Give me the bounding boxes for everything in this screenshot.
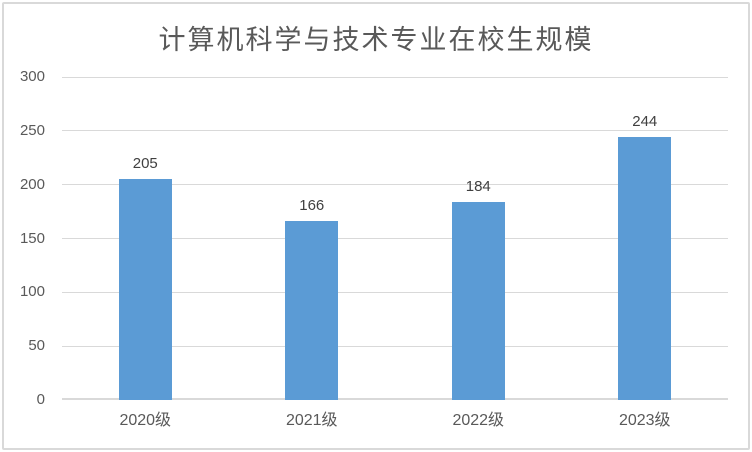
y-tick-label-300: 300: [19, 68, 45, 85]
y-tick-label-0: 0: [36, 391, 45, 408]
gridline-250: [62, 130, 728, 132]
x-axis-line: [62, 398, 728, 400]
data-label-2021级: 166: [299, 197, 325, 214]
x-axis-label-2023级: 2023级: [618, 412, 671, 429]
data-label-2023级: 244: [632, 113, 658, 130]
y-tick-label-100: 100: [19, 283, 45, 301]
y-tick-label-150: 150: [19, 229, 45, 247]
plot-area: [62, 76, 728, 400]
x-axis-label-2021级: 2021级: [285, 412, 338, 429]
bar-2021级: [285, 221, 338, 400]
gridline-50: [62, 345, 728, 347]
chart-title: 计算机科学与技术专业在校生规模: [158, 25, 594, 56]
gridline-100: [62, 291, 728, 293]
x-axis-label-2020级: 2020级: [119, 412, 172, 429]
bar-2022级: [452, 202, 505, 400]
gridline-300: [62, 76, 728, 78]
bar-2023级: [618, 137, 671, 400]
x-axis-label-2022级: 2022级: [452, 412, 505, 429]
bar-2020级: [119, 179, 172, 400]
y-tick-label-200: 200: [19, 175, 45, 193]
gridline-200: [62, 184, 728, 186]
y-tick-label-50: 50: [28, 337, 45, 355]
y-tick-label-250: 250: [19, 121, 45, 139]
gridline-150: [62, 238, 728, 239]
data-label-2022级: 184: [465, 178, 491, 195]
data-label-2020级: 205: [132, 155, 158, 172]
